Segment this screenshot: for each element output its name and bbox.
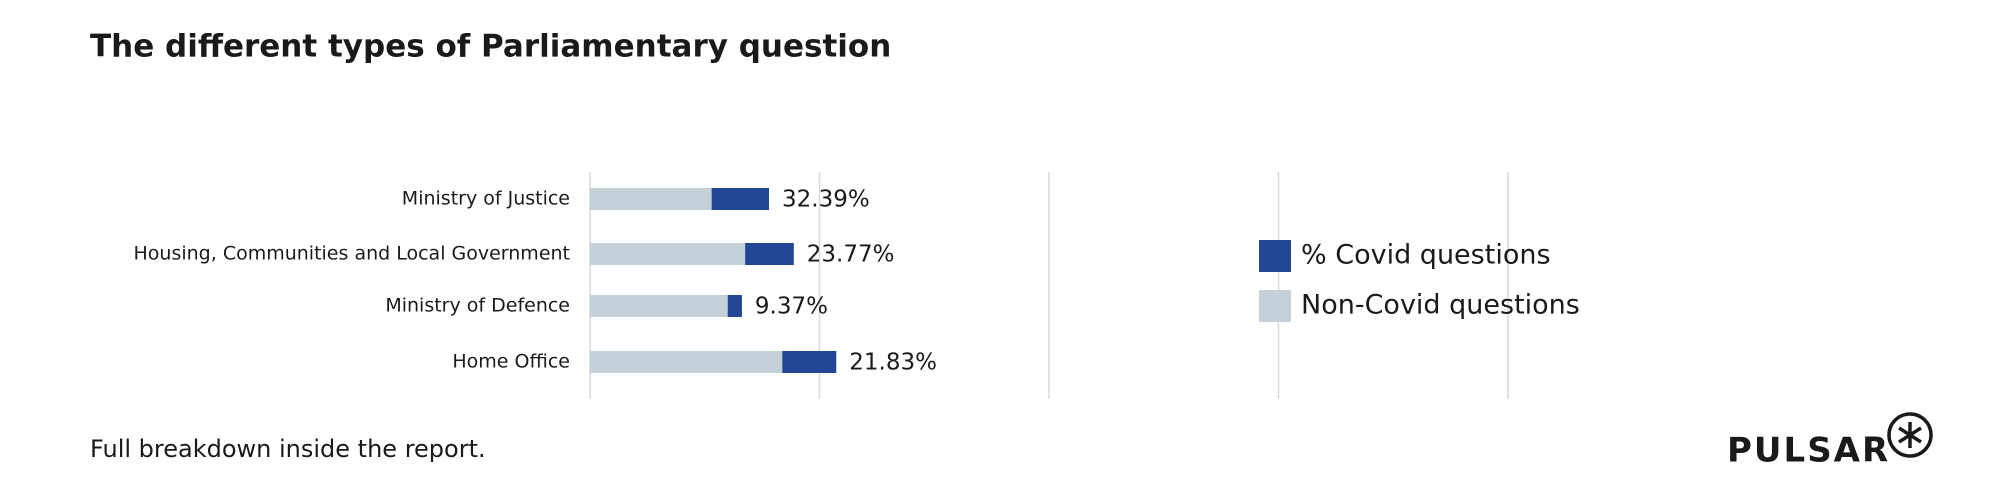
bar <box>590 351 783 373</box>
data-label: 32.39% <box>782 187 870 213</box>
legend-label: % Covid questions <box>1301 240 1551 271</box>
y-tick-label: Ministry of Justice <box>402 188 570 210</box>
logo-text: PULSAR <box>1727 431 1890 471</box>
legend-label: Non-Covid questions <box>1301 290 1580 321</box>
bar <box>782 351 837 373</box>
legend-swatch <box>1259 290 1291 322</box>
y-tick-label: Ministry of Defence <box>385 295 570 317</box>
bar <box>590 295 728 317</box>
data-label: 23.77% <box>807 242 895 268</box>
data-label: 21.83% <box>849 350 937 376</box>
bar <box>590 243 746 265</box>
y-tick-label: Home Office <box>452 351 570 373</box>
bar <box>711 188 770 210</box>
logo: PULSAR <box>1727 412 1933 471</box>
bar <box>590 188 712 210</box>
bar <box>745 243 794 265</box>
logo-icon <box>1887 412 1933 458</box>
bar <box>727 295 742 317</box>
y-tick-label: Housing, Communities and Local Governmen… <box>134 243 571 265</box>
footnote: Full breakdown inside the report. <box>90 435 486 463</box>
legend-swatch <box>1259 240 1291 272</box>
chart-title: The different types of Parliamentary que… <box>90 29 891 65</box>
data-label: 9.37% <box>755 294 828 320</box>
